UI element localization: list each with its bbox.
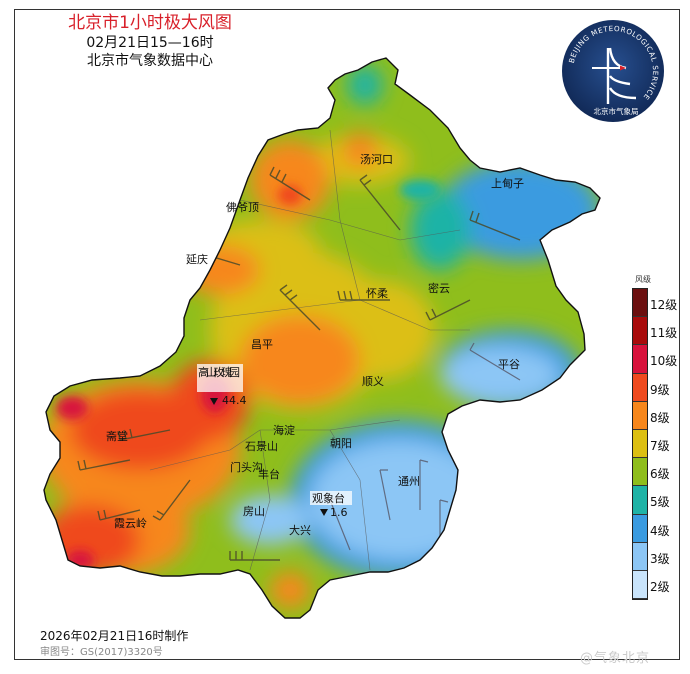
issuer: 北京市气象数据中心 <box>87 53 213 69</box>
time-range: 02月21日15—16时 <box>86 35 214 51</box>
legend-swatch <box>633 345 647 374</box>
legend-swatch <box>633 289 647 318</box>
svg-text:石景山: 石景山 <box>245 440 278 453</box>
legend-swatch <box>633 570 647 600</box>
legend-swatch <box>633 317 647 346</box>
legend-label: 8级 <box>650 410 670 425</box>
legend-title: 风级 <box>635 275 651 284</box>
legend-label: 9级 <box>650 382 670 397</box>
map-title: 北京市1小时极大风图 <box>68 13 232 33</box>
legend-swatch <box>633 373 647 402</box>
svg-text:霞云岭: 霞云岭 <box>114 516 147 530</box>
legend-swatch <box>633 542 647 571</box>
observatory-station-marker: 1.6 <box>320 506 348 519</box>
svg-text:朝阳: 朝阳 <box>330 437 352 450</box>
legend-label: 5级 <box>650 495 670 510</box>
svg-text:44.4: 44.4 <box>222 394 247 407</box>
svg-text:顺义: 顺义 <box>362 375 384 388</box>
wind-barbs <box>77 166 521 561</box>
svg-text:通州: 通州 <box>398 475 420 488</box>
svg-text:北京市气象局: 北京市气象局 <box>594 106 639 116</box>
svg-text:观象台: 观象台 <box>312 491 345 505</box>
svg-text:1.6: 1.6 <box>330 506 348 519</box>
svg-text:丰台: 丰台 <box>258 467 280 481</box>
legend-swatch <box>633 401 647 430</box>
weibo-watermark: @气象北京 <box>580 651 651 666</box>
legend-label: 12级 <box>650 298 678 312</box>
bms-logo-icon: BEIJING METEOROLOGICAL SERVICE 北京市气象局 <box>562 20 664 122</box>
legend-swatch <box>633 458 647 487</box>
svg-text:高山玫瑰园: 高山玫瑰园 <box>198 365 240 379</box>
legend-swatch <box>633 514 647 543</box>
place-labels: 汤河口 上甸子 佛爷顶 延庆 怀柔 密云 昌平 平谷 顺义 高山玫瑰园 海淀 朝… <box>106 152 524 537</box>
svg-text:上甸子: 上甸子 <box>491 177 524 190</box>
svg-text:佛爷顶: 佛爷顶 <box>226 200 259 214</box>
produced-time: 2026年02月21日16时制作 <box>40 629 189 643</box>
legend-label: 3级 <box>650 551 670 566</box>
svg-text:平谷: 平谷 <box>498 358 520 371</box>
legend-label: 4级 <box>650 523 670 538</box>
svg-text:怀柔: 怀柔 <box>366 287 388 300</box>
legend-label: 11级 <box>650 326 678 341</box>
legend-label: 7级 <box>650 439 670 453</box>
legend-label: 2级 <box>650 580 670 594</box>
svg-text:大兴: 大兴 <box>289 523 311 537</box>
svg-text:门头沟: 门头沟 <box>230 460 263 474</box>
svg-text:延庆: 延庆 <box>186 252 208 266</box>
svg-text:密云: 密云 <box>428 281 450 295</box>
legend-swatch <box>633 429 647 459</box>
legend-colorbar <box>632 288 648 601</box>
svg-text:斋堂: 斋堂 <box>106 429 128 443</box>
legend-label: 6级 <box>650 467 670 482</box>
svg-text:房山: 房山 <box>243 505 265 518</box>
svg-text:昌平: 昌平 <box>251 338 273 351</box>
map-approval-code: 审图号：GS(2017)3320号 <box>40 647 163 658</box>
svg-text:汤河口: 汤河口 <box>360 152 393 166</box>
legend-swatch <box>633 486 647 515</box>
legend-label: 10级 <box>650 354 678 369</box>
svg-text:海淀: 海淀 <box>273 423 295 437</box>
max-station-marker: 44.4 <box>210 394 247 407</box>
title-block: 北京市1小时极大风图 02月21日15—16时 北京市气象数据中心 <box>40 12 260 70</box>
